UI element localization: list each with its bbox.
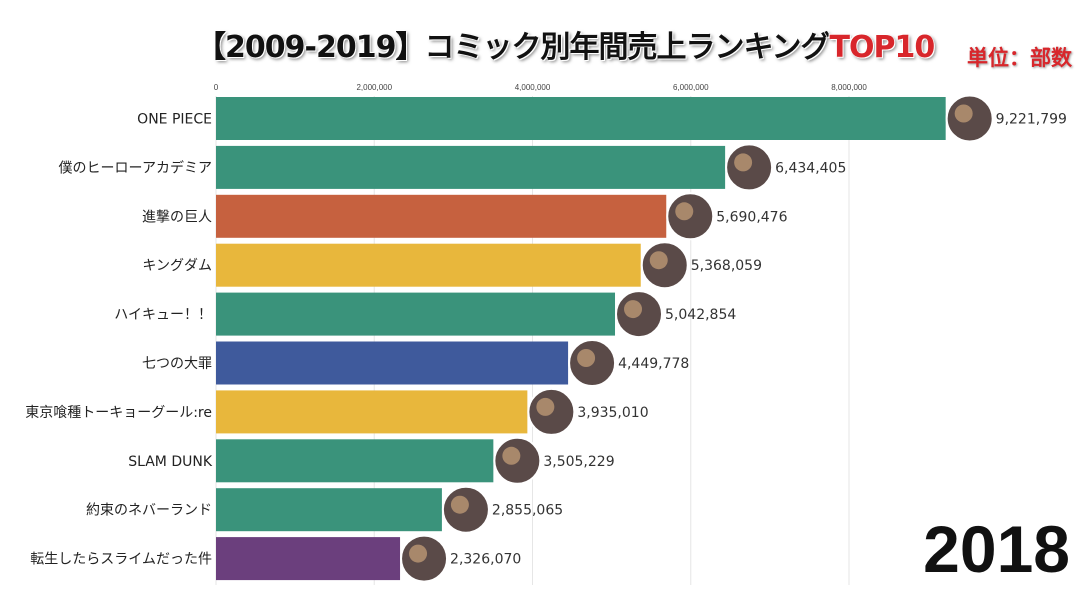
- category-label: SLAM DUNK: [128, 454, 213, 470]
- cover-image-detail: [954, 104, 973, 123]
- bar: [216, 488, 442, 532]
- category-label: ONE PIECE: [137, 112, 212, 128]
- cover-image-detail: [409, 544, 428, 563]
- year-label: 2018: [923, 512, 1070, 586]
- category-label: キングダム: [142, 258, 212, 274]
- bar: [216, 243, 641, 287]
- value-label: 3,505,229: [543, 454, 614, 470]
- value-label: 5,690,476: [716, 209, 787, 225]
- value-label: 6,434,405: [775, 160, 846, 176]
- x-tick-label: 0: [214, 83, 219, 92]
- cover-image-detail: [675, 202, 694, 221]
- value-label: 4,449,778: [618, 356, 689, 372]
- bar: [216, 341, 569, 385]
- bar: [216, 537, 401, 581]
- category-label: 進撃の巨人: [142, 209, 212, 225]
- value-label: 5,368,059: [691, 258, 762, 274]
- x-tick-label: 6,000,000: [673, 83, 709, 92]
- category-label: ハイキュー！！: [114, 307, 212, 323]
- value-label: 9,221,799: [996, 112, 1067, 128]
- chart-title: 【2009-2019】コミック別年間売上ランキングTOP10: [196, 22, 936, 66]
- cover-image-detail: [536, 397, 555, 416]
- cover-image-detail: [649, 251, 668, 270]
- cover-image-detail: [624, 300, 643, 319]
- bar: [216, 292, 616, 336]
- bar: [216, 390, 528, 434]
- title-text: 【2009-2019】コミック別年間売上ランキング: [196, 30, 831, 65]
- x-tick-label: 4,000,000: [515, 83, 551, 92]
- value-label: 2,855,065: [492, 503, 563, 519]
- cover-image-detail: [734, 153, 753, 172]
- category-label: 七つの大罪: [142, 356, 212, 372]
- bar: [216, 439, 494, 483]
- title-highlight: TOP10: [829, 30, 936, 65]
- x-tick-label: 8,000,000: [831, 83, 867, 92]
- value-label: 2,326,070: [450, 552, 521, 568]
- cover-image-detail: [450, 495, 469, 514]
- value-label: 5,042,854: [665, 307, 736, 323]
- bar: [216, 97, 946, 140]
- unit-label: 単位：部数: [967, 46, 1072, 70]
- category-label: 転生したらスライムだった件: [30, 552, 212, 568]
- category-label: 東京喰種トーキョーグール:re: [25, 405, 212, 421]
- category-label: 僕のヒーローアカデミア: [59, 159, 212, 176]
- value-label: 3,935,010: [577, 405, 648, 421]
- bar: [216, 194, 667, 238]
- category-label: 約束のネバーランド: [86, 503, 212, 519]
- cover-image-detail: [577, 349, 596, 367]
- bar: [216, 145, 726, 189]
- cover-image-detail: [502, 446, 521, 465]
- x-tick-label: 2,000,000: [356, 83, 392, 92]
